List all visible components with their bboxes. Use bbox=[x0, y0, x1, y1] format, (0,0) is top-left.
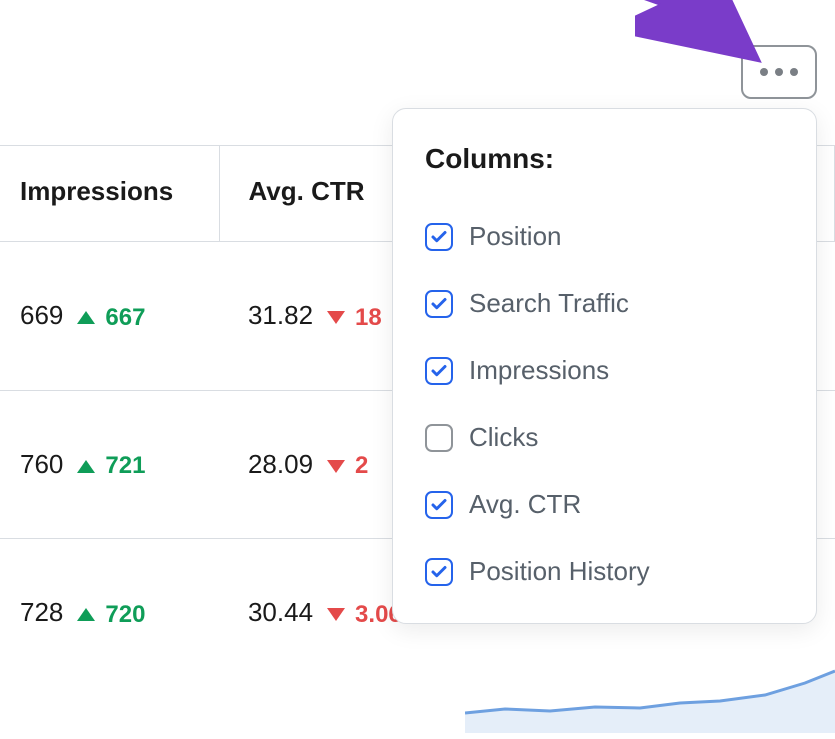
trend-up-icon bbox=[77, 460, 95, 473]
column-toggle-label: Avg. CTR bbox=[469, 489, 581, 520]
column-toggle[interactable]: Avg. CTR bbox=[425, 471, 784, 538]
checkbox-checked-icon bbox=[425, 223, 453, 251]
checkbox-checked-icon bbox=[425, 357, 453, 385]
column-toggle-label: Position History bbox=[469, 556, 650, 587]
col-header-impressions[interactable]: Impressions bbox=[0, 146, 220, 242]
trend-up-icon bbox=[77, 311, 95, 324]
impressions-delta: 720 bbox=[77, 601, 145, 629]
trend-down-icon bbox=[327, 311, 345, 324]
column-toggle[interactable]: Position bbox=[425, 203, 784, 270]
ctr-value: 30.44 bbox=[248, 597, 313, 627]
ctr-value: 28.09 bbox=[248, 449, 313, 479]
trend-up-icon bbox=[77, 608, 95, 621]
impressions-delta: 667 bbox=[77, 304, 145, 332]
position-history-sparkline bbox=[465, 653, 835, 733]
ctr-delta: 3.06 bbox=[327, 601, 402, 629]
column-toggle[interactable]: Position History bbox=[425, 538, 784, 605]
ctr-value: 31.82 bbox=[248, 300, 313, 330]
impressions-value: 728 bbox=[20, 597, 63, 627]
ctr-delta: 18 bbox=[327, 304, 382, 332]
checkbox-checked-icon bbox=[425, 290, 453, 318]
column-toggle-label: Position bbox=[469, 221, 562, 252]
trend-down-icon bbox=[327, 460, 345, 473]
columns-popover: Columns: Position Search Traffic Impressio… bbox=[392, 108, 817, 624]
column-toggle[interactable]: Search Traffic bbox=[425, 270, 784, 337]
more-options-button[interactable] bbox=[741, 45, 817, 99]
callout-arrow bbox=[635, 0, 755, 70]
cell-impressions: 669 667 bbox=[0, 242, 220, 391]
column-toggle-label: Impressions bbox=[469, 355, 609, 386]
checkbox-checked-icon bbox=[425, 558, 453, 586]
impressions-delta: 721 bbox=[77, 452, 145, 480]
checkbox-unchecked-icon bbox=[425, 424, 453, 452]
cell-impressions: 728 720 bbox=[0, 539, 220, 687]
trend-down-icon bbox=[327, 608, 345, 621]
checkbox-checked-icon bbox=[425, 491, 453, 519]
impressions-value: 669 bbox=[20, 300, 63, 330]
column-toggle-label: Clicks bbox=[469, 422, 538, 453]
column-toggle[interactable]: Clicks bbox=[425, 404, 784, 471]
column-toggle[interactable]: Impressions bbox=[425, 337, 784, 404]
popover-title: Columns: bbox=[425, 143, 784, 175]
ctr-delta: 2 bbox=[327, 452, 368, 480]
cell-impressions: 760 721 bbox=[0, 390, 220, 539]
column-toggle-label: Search Traffic bbox=[469, 288, 629, 319]
impressions-value: 760 bbox=[20, 449, 63, 479]
